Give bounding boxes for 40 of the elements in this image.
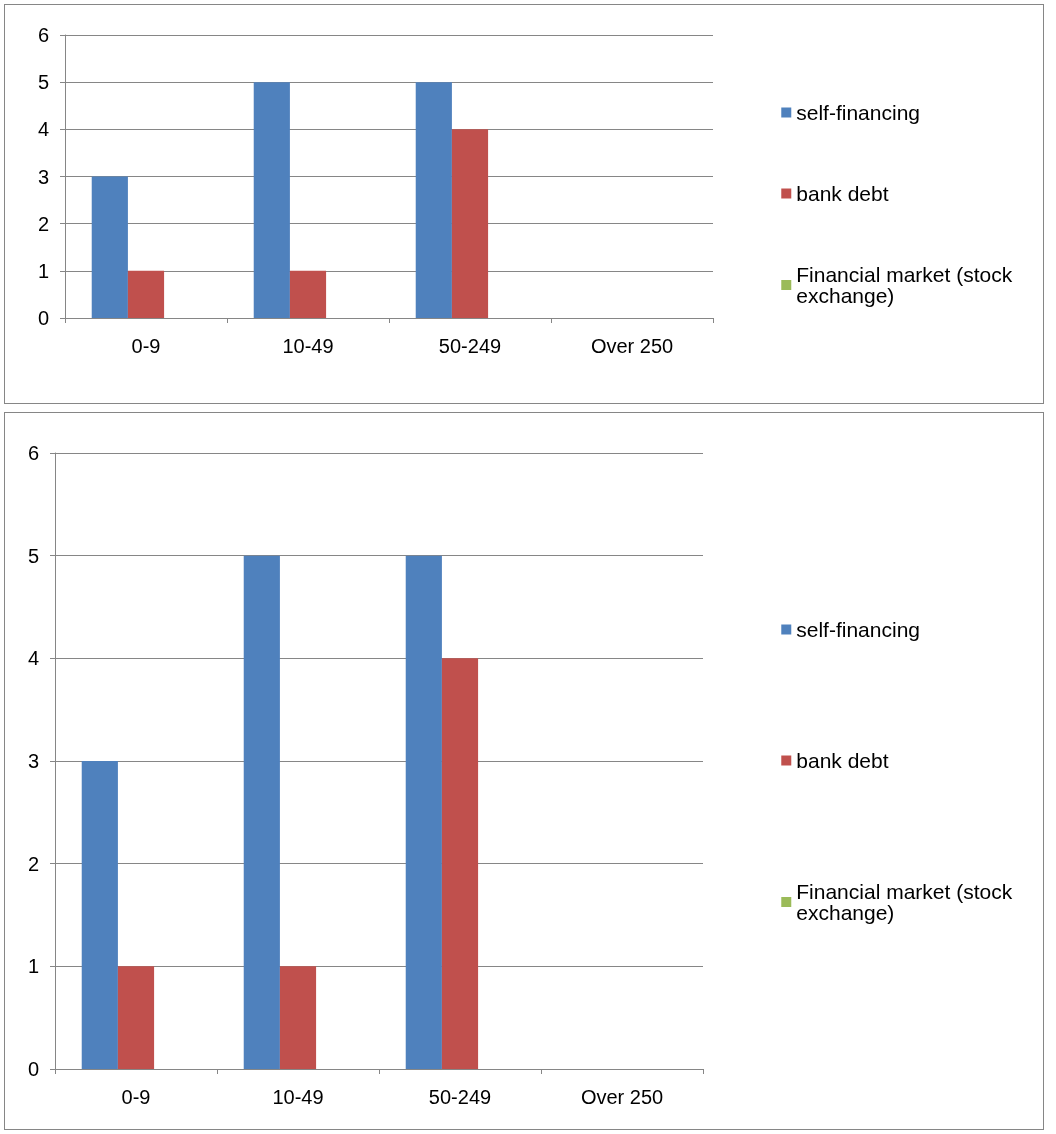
- bar: [451, 129, 489, 318]
- y-tick-label: 5: [27, 544, 39, 567]
- legend-label: bank debt: [796, 182, 889, 205]
- y-tick-label: 5: [37, 71, 49, 94]
- y-tick-label: 6: [27, 442, 39, 464]
- legend-label: bank debt: [796, 749, 889, 772]
- x-tick-label: Over 250: [580, 1086, 664, 1108]
- bar: [117, 966, 155, 1069]
- bar: [243, 555, 280, 1069]
- x-tick-label: Over 250: [590, 335, 674, 357]
- legend-label: Financial market (stock exchange): [796, 263, 1018, 307]
- y-tick-label: 3: [37, 165, 49, 188]
- x-tick-label: 10-49: [282, 335, 334, 357]
- bar: [127, 270, 165, 318]
- bar: [289, 270, 327, 318]
- bar: [279, 966, 317, 1069]
- bar: [415, 82, 452, 318]
- y-tick-label: 4: [37, 118, 49, 141]
- y-tick-label: 1: [27, 955, 39, 978]
- legend-label: self-financing: [796, 618, 920, 641]
- y-tick-label: 3: [27, 750, 39, 772]
- legend-label: Financial market (stock exchange): [796, 880, 1018, 924]
- y-tick-label: 1: [37, 259, 49, 282]
- y-tick-label: 0: [37, 307, 49, 329]
- y-tick-label: 6: [37, 24, 49, 46]
- x-tick-label: 10-49: [272, 1086, 324, 1108]
- legend-label: self-financing: [796, 101, 920, 124]
- bar: [91, 176, 128, 318]
- y-tick-label: 2: [37, 212, 49, 235]
- bar: [81, 761, 118, 1069]
- bar: [405, 555, 442, 1069]
- bar: [253, 82, 290, 318]
- y-tick-label: 2: [27, 852, 39, 875]
- x-tick-label: 0-9: [131, 335, 161, 357]
- x-tick-label: 50-249: [438, 335, 502, 357]
- y-tick-label: 0: [27, 1058, 39, 1080]
- x-tick-label: 50-249: [428, 1086, 492, 1108]
- x-tick-label: 0-9: [121, 1086, 151, 1108]
- y-tick-label: 4: [27, 647, 39, 670]
- bar: [441, 658, 479, 1069]
